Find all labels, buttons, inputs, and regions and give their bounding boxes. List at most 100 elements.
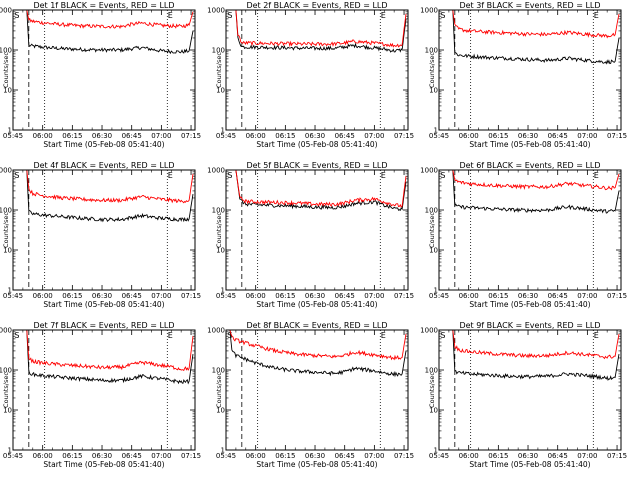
lld-trace [229,329,407,361]
panel-frame [438,329,622,451]
x-axis-label: Start Time (05-Feb-08 05:41:40) [43,460,164,469]
y-tick-label: 1000 [207,167,225,175]
x-tick-label: 06:00 [459,452,479,460]
y-tick-label: 1 [8,127,12,135]
y-axis-label: Counts/sec [2,52,10,88]
y-tick-label: 100 [212,47,225,55]
x-tick-label: 06:30 [305,132,325,140]
y-tick-label: 100 [0,207,12,215]
panel-frame [438,9,622,131]
x-tick-label: 07:15 [607,132,627,140]
x-tick-label: 07:00 [151,452,171,460]
x-tick-label: 07:00 [151,292,171,300]
events-trace [235,169,407,211]
events-trace [26,329,194,385]
lld-trace [452,9,620,39]
y-tick-label: 1000 [207,7,225,15]
end-marker: E [381,171,386,180]
x-tick-label: 07:15 [394,292,414,300]
x-axis-label: Start Time (05-Feb-08 05:41:40) [256,140,377,149]
detector-panel: Det 2f BLACK = Events, RED = LLD Counts/s… [207,1,414,149]
detector-panel: Det 6f BLACK = Events, RED = LLD Counts/s… [420,161,627,309]
events-trace [229,329,407,378]
y-tick-label: 1 [221,287,225,295]
y-tick-label: 100 [425,47,438,55]
start-marker: S [227,331,232,340]
panel-title: Det 4f BLACK = Events, RED = LLD [33,161,174,170]
x-tick-label: 05:45 [216,452,236,460]
y-axis-label: Counts/sec [215,52,223,88]
x-axis-label: Start Time (05-Feb-08 05:41:40) [256,300,377,309]
x-tick-label: 06:45 [122,132,142,140]
x-tick-label: 07:00 [364,292,384,300]
x-tick-label: 06:45 [122,292,142,300]
x-tick-label: 05:45 [3,292,23,300]
x-tick-label: 07:00 [577,452,597,460]
panel-frame [225,9,409,131]
y-tick-label: 10 [3,87,12,95]
y-tick-label: 1000 [0,327,12,335]
y-tick-label: 100 [425,367,438,375]
panel-frame [12,169,196,291]
x-tick-label: 06:30 [305,292,325,300]
y-tick-label: 10 [216,407,225,415]
x-tick-label: 05:45 [216,132,236,140]
x-tick-label: 06:00 [459,132,479,140]
x-axis-label: Start Time (05-Feb-08 05:41:40) [469,460,590,469]
end-marker: E [381,331,386,340]
x-tick-label: 06:30 [518,292,538,300]
x-tick-label: 06:30 [92,132,112,140]
y-tick-label: 10 [216,87,225,95]
y-tick-label: 10 [429,407,438,415]
panel-frame [225,169,409,291]
x-tick-label: 06:45 [548,292,568,300]
start-marker: S [440,11,445,20]
x-tick-label: 05:45 [429,132,449,140]
detector-panel: Det 9f BLACK = Events, RED = LLD Counts/s… [420,321,627,469]
lld-trace [26,169,194,204]
y-tick-label: 10 [216,247,225,255]
events-trace [235,9,407,53]
y-tick-label: 100 [0,47,12,55]
y-tick-label: 1000 [420,7,438,15]
x-tick-label: 07:00 [364,132,384,140]
x-tick-label: 07:00 [151,132,171,140]
x-tick-label: 06:15 [488,452,508,460]
start-marker: S [14,331,19,340]
detector-panel: Det 8f BLACK = Events, RED = LLD Counts/s… [207,321,414,469]
y-tick-label: 1 [8,287,12,295]
x-tick-label: 06:15 [62,292,82,300]
detector-panel: Det 1f BLACK = Events, RED = LLD Counts/s… [0,1,201,149]
x-tick-label: 07:00 [577,292,597,300]
panel-title: Det 5f BLACK = Events, RED = LLD [246,161,387,170]
events-trace [26,9,194,55]
lld-trace [26,9,194,29]
x-tick-label: 06:15 [488,292,508,300]
y-tick-label: 100 [212,207,225,215]
panel-frame [12,9,196,131]
events-trace [452,329,620,381]
end-marker: E [168,171,173,180]
x-tick-label: 05:45 [216,292,236,300]
x-tick-label: 06:30 [305,452,325,460]
x-tick-label: 06:15 [62,452,82,460]
x-axis-label: Start Time (05-Feb-08 05:41:40) [256,460,377,469]
y-tick-label: 1 [434,127,438,135]
panel-title: Det 7f BLACK = Events, RED = LLD [33,321,174,330]
end-marker: E [594,331,599,340]
events-trace [452,169,620,214]
y-tick-label: 1 [434,287,438,295]
x-tick-label: 07:15 [607,292,627,300]
x-tick-label: 07:15 [607,452,627,460]
y-axis-label: Counts/sec [428,52,436,88]
panel-title: Det 9f BLACK = Events, RED = LLD [459,321,600,330]
panel-frame [12,329,196,451]
x-tick-label: 06:00 [246,292,266,300]
y-tick-label: 1 [221,127,225,135]
x-tick-label: 06:45 [548,132,568,140]
y-tick-label: 1000 [207,327,225,335]
y-axis-label: Counts/sec [215,372,223,408]
y-tick-label: 100 [425,207,438,215]
panel-frame [225,329,409,451]
panel-title: Det 1f BLACK = Events, RED = LLD [33,1,174,10]
